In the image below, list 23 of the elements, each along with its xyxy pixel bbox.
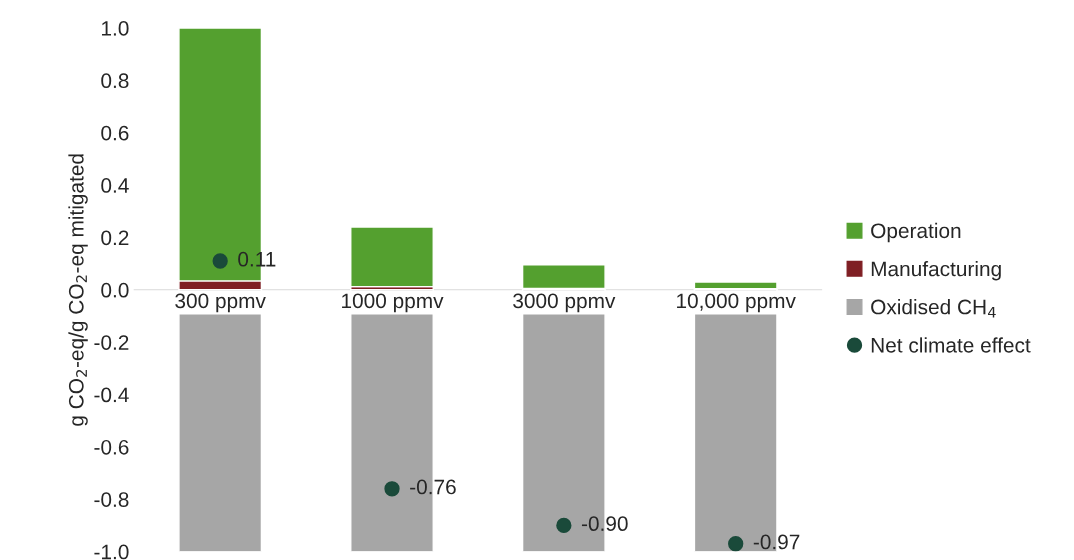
- y-axis-title: g CO$_{2}$-eq/g CO$_{2}$-eq mitigated: [68, 154, 88, 426]
- legend-label: Oxidised CH$_{4}$: [871, 299, 996, 318]
- legend-label: Manufacturing: [871, 261, 1001, 281]
- x-tick-label: 3000 ppmv: [513, 293, 616, 313]
- data-label: -0.76: [410, 479, 456, 495]
- y-tick-label: -1.0: [94, 544, 129, 560]
- x-tick-label: 10,000 ppmv: [677, 293, 796, 313]
- data-label: -0.97: [753, 534, 800, 550]
- y-tick-label: 0.0: [101, 282, 129, 298]
- legend-label: Net climate effect: [871, 337, 1031, 353]
- y-tick-label: 0.2: [101, 230, 129, 246]
- data-label: -0.90: [581, 516, 628, 532]
- y-tick-label: -0.4: [94, 387, 129, 403]
- y-tick-label: 1.0: [102, 21, 129, 36]
- y-tick-label: 0.8: [101, 73, 129, 89]
- y-tick-label: -0.8: [94, 492, 129, 507]
- y-tick-label: -0.2: [94, 335, 129, 350]
- y-tick-label: 0.6: [101, 125, 129, 141]
- y-tick-label: -0.6: [94, 439, 129, 455]
- x-tick-label: 1000 ppmv: [342, 293, 444, 313]
- legend-label: Operation: [871, 222, 961, 243]
- y-tick-label: 0.4: [101, 178, 129, 193]
- x-tick-label: 300 ppmv: [175, 293, 266, 313]
